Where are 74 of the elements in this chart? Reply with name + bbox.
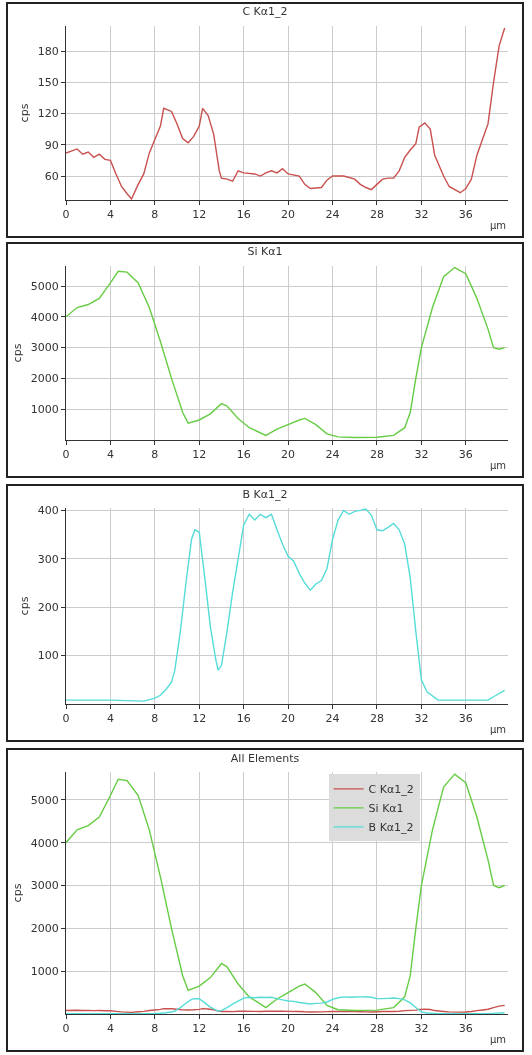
x-tick-label: 20	[281, 712, 296, 726]
y-tick-label: 2000	[30, 922, 59, 936]
x-tick-label: 32	[414, 448, 429, 462]
chart-title: C Kα1_2	[242, 5, 288, 19]
y-tick-label: 120	[37, 107, 59, 121]
x-axis-title: µm	[490, 220, 507, 231]
x-tick-label: 4	[106, 448, 114, 462]
y-tick-label: 4000	[30, 310, 59, 324]
y-tick-label: 3000	[30, 341, 59, 355]
y-tick-label: 2000	[30, 372, 59, 386]
x-axis-title: µm	[490, 724, 507, 735]
x-tick-label: 24	[325, 712, 340, 726]
legend-label: C Kα1_2	[368, 783, 414, 797]
x-tick-label: 32	[414, 712, 429, 726]
y-axis-title: cps	[11, 343, 25, 363]
x-tick-label: 36	[458, 1022, 473, 1036]
y-tick-label: 3000	[30, 879, 59, 893]
x-tick-label: 36	[458, 448, 473, 462]
y-tick-label: 200	[37, 601, 59, 615]
x-tick-label: 24	[325, 448, 340, 462]
x-tick-label: 16	[236, 1022, 251, 1036]
y-tick-label: 400	[37, 504, 59, 518]
chart-title: B Kα1_2	[242, 487, 288, 501]
y-axis-title: cps	[11, 883, 25, 903]
y-tick-label: 1000	[30, 965, 59, 979]
y-axis-title: cps	[18, 103, 32, 123]
x-tick-label: 20	[281, 1022, 296, 1036]
x-tick-label: 8	[151, 1022, 159, 1036]
chart-title: All Elements	[230, 752, 300, 766]
legend-label: B Kα1_2	[368, 821, 414, 835]
x-tick-label: 0	[62, 208, 70, 222]
x-tick-label: 20	[281, 448, 296, 462]
x-tick-label: 0	[62, 712, 70, 726]
legend-label: Si Kα1	[368, 802, 404, 816]
y-tick-label: 90	[44, 138, 59, 152]
y-tick-label: 180	[37, 44, 59, 58]
x-tick-label: 0	[62, 448, 70, 462]
x-tick-label: 28	[369, 1022, 384, 1036]
x-tick-label: 28	[369, 712, 384, 726]
x-tick-label: 12	[192, 712, 207, 726]
x-tick-label: 8	[151, 208, 159, 222]
y-tick-label: 100	[37, 649, 59, 663]
x-tick-label: 24	[325, 1022, 340, 1036]
x-tick-label: 12	[192, 448, 207, 462]
x-axis-title: µm	[490, 460, 507, 471]
x-tick-label: 16	[236, 208, 251, 222]
chart-title: Si Kα1	[247, 245, 283, 259]
y-tick-label: 4000	[30, 836, 59, 850]
x-tick-label: 28	[369, 448, 384, 462]
y-tick-label: 300	[37, 552, 59, 566]
y-axis-title: cps	[18, 596, 32, 616]
x-tick-label: 8	[151, 448, 159, 462]
y-tick-label: 1000	[30, 403, 59, 417]
x-tick-label: 20	[281, 208, 296, 222]
x-tick-label: 12	[192, 1022, 207, 1036]
y-tick-label: 150	[37, 76, 59, 90]
x-tick-label: 4	[106, 1022, 114, 1036]
x-tick-label: 36	[458, 712, 473, 726]
x-axis-title: µm	[490, 1034, 507, 1045]
x-tick-label: 4	[106, 208, 114, 222]
x-tick-label: 32	[414, 1022, 429, 1036]
x-tick-label: 36	[458, 208, 473, 222]
x-tick-label: 32	[414, 208, 429, 222]
x-tick-label: 4	[106, 712, 114, 726]
x-tick-label: 28	[369, 208, 384, 222]
y-tick-label: 5000	[30, 279, 59, 293]
y-tick-label: 5000	[30, 793, 59, 807]
x-tick-label: 8	[151, 712, 159, 726]
x-tick-label: 16	[236, 448, 251, 462]
x-tick-label: 0	[62, 1022, 70, 1036]
x-tick-label: 16	[236, 712, 251, 726]
y-tick-label: 60	[44, 169, 59, 183]
x-tick-label: 12	[192, 208, 207, 222]
x-tick-label: 24	[325, 208, 340, 222]
